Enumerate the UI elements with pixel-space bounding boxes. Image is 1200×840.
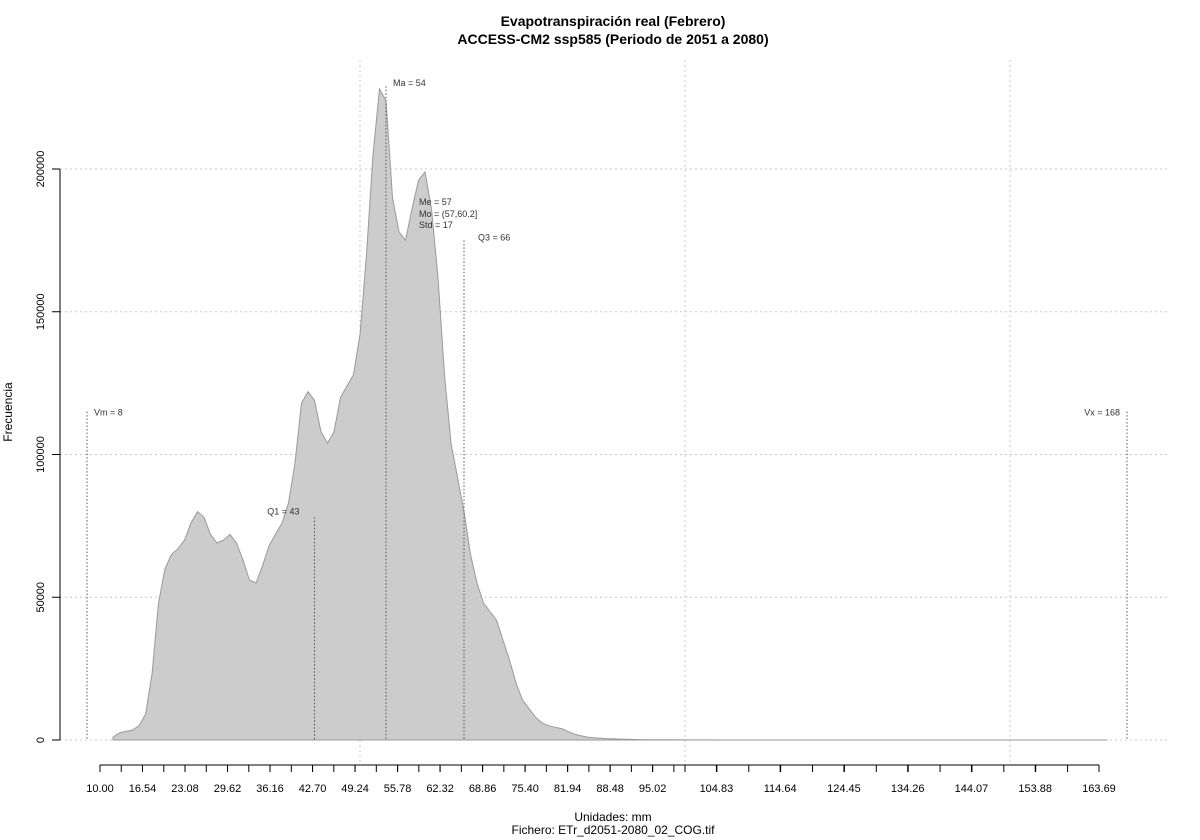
x-tick-label: 81.94 (554, 783, 582, 795)
annotation-label: Vx = 168 (1084, 408, 1120, 418)
chart-subtitle: ACCESS-CM2 ssp585 (Periodo de 2051 a 208… (457, 31, 768, 47)
y-tick-label: 200000 (35, 151, 47, 188)
x-tick-label: 114.64 (764, 783, 797, 795)
annotation-label: Q1 = 43 (267, 506, 299, 516)
density-polygon (112, 87, 1108, 741)
y-tick-label: 150000 (35, 293, 47, 330)
x-tick-label: 104.83 (700, 783, 734, 795)
x-tick-label: 124.45 (827, 783, 861, 795)
annotation-label: Mo = (57,60.2] (419, 209, 477, 219)
annotation-label: Vm = 8 (94, 408, 123, 418)
file-label: Fichero: ETr_d2051-2080_02_COG.tif (512, 823, 716, 837)
x-tick-label: 144.07 (955, 783, 989, 795)
density-area (112, 87, 1108, 741)
y-tick-label: 50000 (35, 582, 47, 613)
x-tick-label: 88.48 (596, 783, 624, 795)
annotation-label: Ma = 54 (393, 78, 426, 88)
x-tick-label: 75.40 (511, 783, 539, 795)
x-tick-label: 29.62 (214, 783, 242, 795)
axes: 0 50000 100000 150000 200000 10.00 16.54 23.08 2… (35, 151, 1116, 795)
x-tick-label: 36.16 (256, 783, 284, 795)
x-tick-label: 134.26 (891, 783, 925, 795)
y-tick-label: 100000 (35, 436, 47, 473)
annotation-label: Me = 57 (419, 197, 452, 207)
x-tick-label: 163.69 (1082, 783, 1116, 795)
x-tick-label: 16.54 (129, 783, 157, 795)
annotation-label: Q3 = 66 (478, 232, 510, 242)
x-tick-label: 10.00 (86, 783, 114, 795)
x-tick-label: 55.78 (384, 783, 412, 795)
statistic-markers: Vm = 8 Q1 = 43 Ma = 54 Me = 57 Mo = (57,60.2… (86, 78, 1128, 740)
x-tick-label: 49.24 (341, 783, 369, 795)
x-tick-label: 95.02 (639, 783, 667, 795)
chart-title: Evapotranspiración real (Febrero) (501, 13, 726, 29)
x-tick-label: 68.86 (469, 783, 497, 795)
x-tick-label: 23.08 (171, 783, 199, 795)
y-tick-label: 0 (35, 737, 47, 743)
annotation-label: Std = 17 (419, 220, 453, 230)
y-axis-label: Frecuencia (1, 382, 15, 442)
x-tick-label: 42.70 (299, 783, 327, 795)
x-axis-label: Unidades: mm (574, 810, 651, 824)
x-tick-label: 153.88 (1018, 783, 1052, 795)
x-tick-label: 62.32 (426, 783, 454, 795)
